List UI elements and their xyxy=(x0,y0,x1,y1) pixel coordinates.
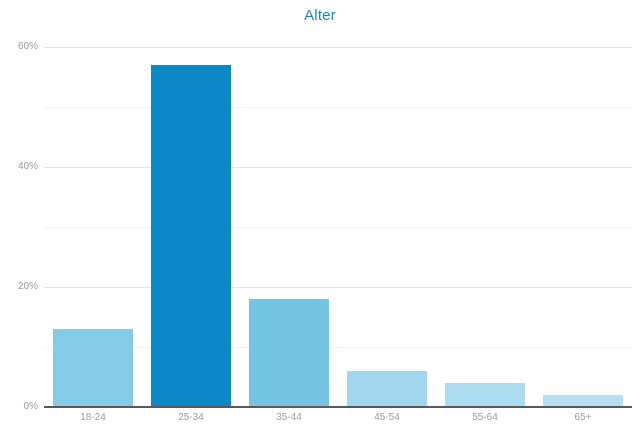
x-axis-label-65+: 65+ xyxy=(574,412,592,423)
x-axis-labels: 18-24 25-34 35-44 45-54 55-64 65+ xyxy=(44,412,632,426)
x-axis-label-25-34: 25-34 xyxy=(178,412,204,423)
gridline-40 xyxy=(44,167,632,168)
bar-55-64[interactable] xyxy=(445,383,525,407)
y-axis: 0% 20% 40% 60% xyxy=(0,41,38,412)
gridline-50 xyxy=(44,107,632,108)
x-axis-label-35-44: 35-44 xyxy=(276,412,302,423)
y-axis-tick-label-60%: 60% xyxy=(17,41,38,52)
bar-25-34[interactable] xyxy=(151,65,231,407)
gridline-20 xyxy=(44,287,632,288)
y-axis-tick-label-40%: 40% xyxy=(17,161,38,172)
x-axis-label-45-54: 45-54 xyxy=(374,412,400,423)
gridline-10 xyxy=(44,347,632,348)
plot-area xyxy=(44,47,632,407)
y-axis-tick-label-0%: 0% xyxy=(23,401,38,412)
bar-65+[interactable] xyxy=(543,395,623,407)
bar-35-44[interactable] xyxy=(249,299,329,407)
bar-45-54[interactable] xyxy=(347,371,427,407)
chart-title: Alter xyxy=(304,7,336,24)
x-axis-line xyxy=(44,406,632,408)
gridline-30 xyxy=(44,227,632,228)
gridline-60 xyxy=(44,47,632,48)
bar-18-24[interactable] xyxy=(53,329,133,407)
y-axis-tick-label-20%: 20% xyxy=(17,281,38,292)
x-axis-label-18-24: 18-24 xyxy=(80,412,106,423)
x-axis-label-55-64: 55-64 xyxy=(472,412,498,423)
